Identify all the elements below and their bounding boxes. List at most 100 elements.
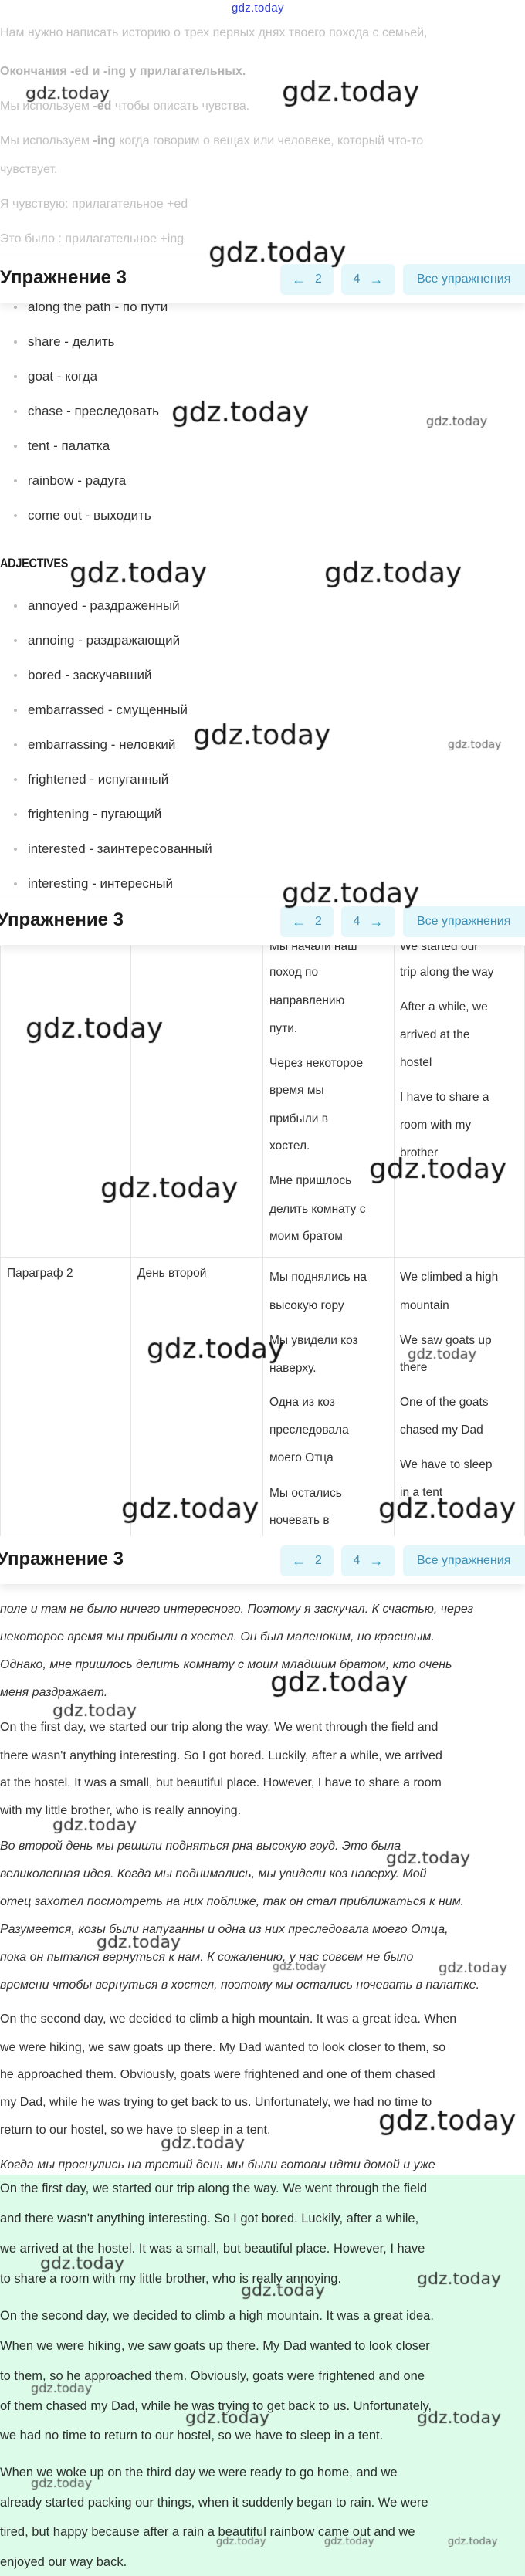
bullet-icon <box>14 639 17 642</box>
table-cell-text: there <box>400 1361 428 1374</box>
table-column-divider <box>130 946 131 1536</box>
table-cell-text: хостел. <box>269 1139 310 1153</box>
table-cell-text: room with my <box>400 1119 472 1132</box>
story-english-line: we were hiking, we saw goats up there. M… <box>0 2041 446 2054</box>
intro-line: Мы используем -ed чтобы описать чувства. <box>0 97 249 116</box>
table-cell-text: пути. <box>269 1022 298 1035</box>
story-english-line: he approached them. Obviously, goats wer… <box>0 2068 435 2081</box>
site-logo[interactable]: gdz.today <box>232 2 284 15</box>
story-english-line: at the hostel. It was a small, but beaut… <box>0 1776 442 1789</box>
story-translation-line: меня раздражает. <box>0 1686 108 1699</box>
story-english-line: return to our hostel, so we have to slee… <box>0 2124 271 2137</box>
answer-line: tired, but happy because after a rain a … <box>0 2525 415 2539</box>
bullet-icon <box>14 410 17 413</box>
story-english-line: there wasn't anything interesting. So I … <box>0 1749 442 1762</box>
bullet-icon <box>14 674 17 677</box>
next-exercise-label: 4 <box>353 272 361 286</box>
story-translation-line: Когда мы проснулись на третий день мы бы… <box>0 2158 435 2171</box>
intro-text: Это было : прилагательное +ing <box>0 232 185 245</box>
answer-line: enjoyed our way back. <box>0 2555 127 2569</box>
prev-exercise-button[interactable]: ← 2 <box>280 1545 334 1576</box>
intro-line: Окончания -ed и -ing у прилагательных. <box>0 63 246 81</box>
bullet-icon <box>14 709 17 712</box>
table-cell-text: направлению <box>269 994 345 1007</box>
arrow-right-icon: → <box>369 1552 384 1569</box>
table-cell-text: We saw goats up <box>400 1334 492 1347</box>
intro-text: когда говорим о вещах или человеке, кото… <box>115 134 424 147</box>
bullet-icon <box>14 778 17 781</box>
adjectives-heading: ADJECTIVES <box>0 556 69 570</box>
intro-text: Мы используем <box>0 134 93 147</box>
table-cell-text: делить комнату с <box>269 1203 366 1216</box>
story-translation-line: некоторое время мы прибыли в хостел. Он … <box>0 1630 435 1643</box>
exercise-header: Упражнение 3 ← 2 4 → Все упражнения <box>0 897 525 945</box>
arrow-left-icon: ← <box>292 271 307 287</box>
story-english-line: with my little brother, who is really an… <box>0 1804 242 1817</box>
table-cell-text: время мы <box>269 1084 324 1097</box>
adjective-item: interested - заинтересованный <box>28 841 212 856</box>
adjective-item: annoing - раздражающий <box>28 633 181 648</box>
intro-text: Нам нужно написать историю о трех первых… <box>0 26 428 39</box>
intro-bold-text: -ed <box>93 100 112 113</box>
prev-exercise-button[interactable]: ← 2 <box>280 906 334 937</box>
vocab-item: share - делить <box>28 334 115 349</box>
next-exercise-button[interactable]: 4 → <box>341 1545 395 1576</box>
vocab-item: rainbow - радуга <box>28 473 127 488</box>
answer-line: we had no time to return to our hostel, … <box>0 2429 384 2442</box>
adjective-item: bored - заскучавший <box>28 668 152 682</box>
table-cell-text: We climbed a high <box>400 1271 499 1284</box>
answer-line: to share a room with my little brother, … <box>0 2272 342 2286</box>
table-cell-text: After a while, we <box>400 1000 488 1014</box>
exercise-header: Упражнение 3 ← 2 4 → Все упражнения <box>0 1536 525 1584</box>
story-translation-line: великолепная идея. Когда мы поднимались,… <box>0 1867 427 1880</box>
vocab-item: goat - когда <box>28 369 98 384</box>
story-english-line: On the second day, we decided to climb a… <box>0 2012 457 2026</box>
exercise-header: Упражнение 3 ← 2 4 → Все упражнения <box>0 255 525 303</box>
adjective-item: frightening - пугающий <box>28 807 162 821</box>
prev-exercise-button[interactable]: ← 2 <box>280 264 334 295</box>
adjective-item: embarrassed - смущенный <box>28 702 188 717</box>
page-title: Упражнение 3 <box>0 1549 124 1569</box>
next-exercise-button[interactable]: 4 → <box>341 906 395 937</box>
answer-line: we arrived at the hostel. It was a small… <box>0 2242 425 2256</box>
adjective-item: annoyed - раздраженный <box>28 598 180 613</box>
table-cell-text: arrived at the <box>400 1028 470 1041</box>
arrow-left-icon: ← <box>292 913 307 929</box>
table-cell-text: моего Отца <box>269 1451 334 1464</box>
bullet-icon <box>14 306 17 309</box>
table-cell-text: Мы увидели коз <box>269 1334 358 1347</box>
table-cell-text: поход по <box>269 966 319 979</box>
story-english-line: my Dad, while he was trying to get back … <box>0 2096 432 2109</box>
prev-exercise-label: 2 <box>315 272 322 286</box>
table-cell-text: прибыли в <box>269 1112 328 1126</box>
story-translation-line: Однако, мне пришлось делить комнату с мо… <box>0 1658 452 1671</box>
bullet-icon <box>14 882 17 885</box>
table-cell-text: I have to share a <box>400 1091 489 1104</box>
prev-exercise-label: 2 <box>315 1554 322 1567</box>
next-exercise-button[interactable]: 4 → <box>341 264 395 295</box>
prev-exercise-label: 2 <box>315 915 322 928</box>
intro-line: Нам нужно написать историю о трех первых… <box>0 24 427 42</box>
page-title: Упражнение 3 <box>0 909 124 930</box>
all-exercises-button[interactable]: Все упражнения <box>403 264 525 295</box>
all-exercises-button[interactable]: Все упражнения <box>403 1545 525 1576</box>
story-translation-line: поле и там не было ничего интересного. П… <box>0 1603 473 1616</box>
story-translation-line: отец захотел посмотреть на них поближе, … <box>0 1895 465 1908</box>
table-row-divider <box>0 1257 525 1258</box>
table-cell-text: наверху. <box>269 1362 317 1375</box>
intro-bold-text: Окончания -ed и -ing у прилагательных. <box>0 65 246 78</box>
intro-text: Мы используем <box>0 100 93 113</box>
table-cell-text: Одна из коз <box>269 1396 335 1409</box>
arrow-right-icon: → <box>369 913 384 929</box>
table-cell-text: We have to sleep <box>400 1458 493 1471</box>
page-title: Упражнение 3 <box>0 267 127 288</box>
table-cell-text: hostel <box>400 1056 432 1069</box>
table-cell-text: chased my Dad <box>400 1423 483 1437</box>
story-translation-line: времени чтобы вернуться в хостел, поэтом… <box>0 1979 480 1992</box>
all-exercises-button[interactable]: Все упражнения <box>403 906 525 937</box>
table-cell-text: моим братом <box>269 1230 343 1243</box>
answer-line: On the first day, we started our trip al… <box>0 2182 428 2195</box>
table-cell-text: высокую гору <box>269 1299 344 1312</box>
arrow-left-icon: ← <box>292 1552 307 1569</box>
bullet-icon <box>14 479 17 482</box>
